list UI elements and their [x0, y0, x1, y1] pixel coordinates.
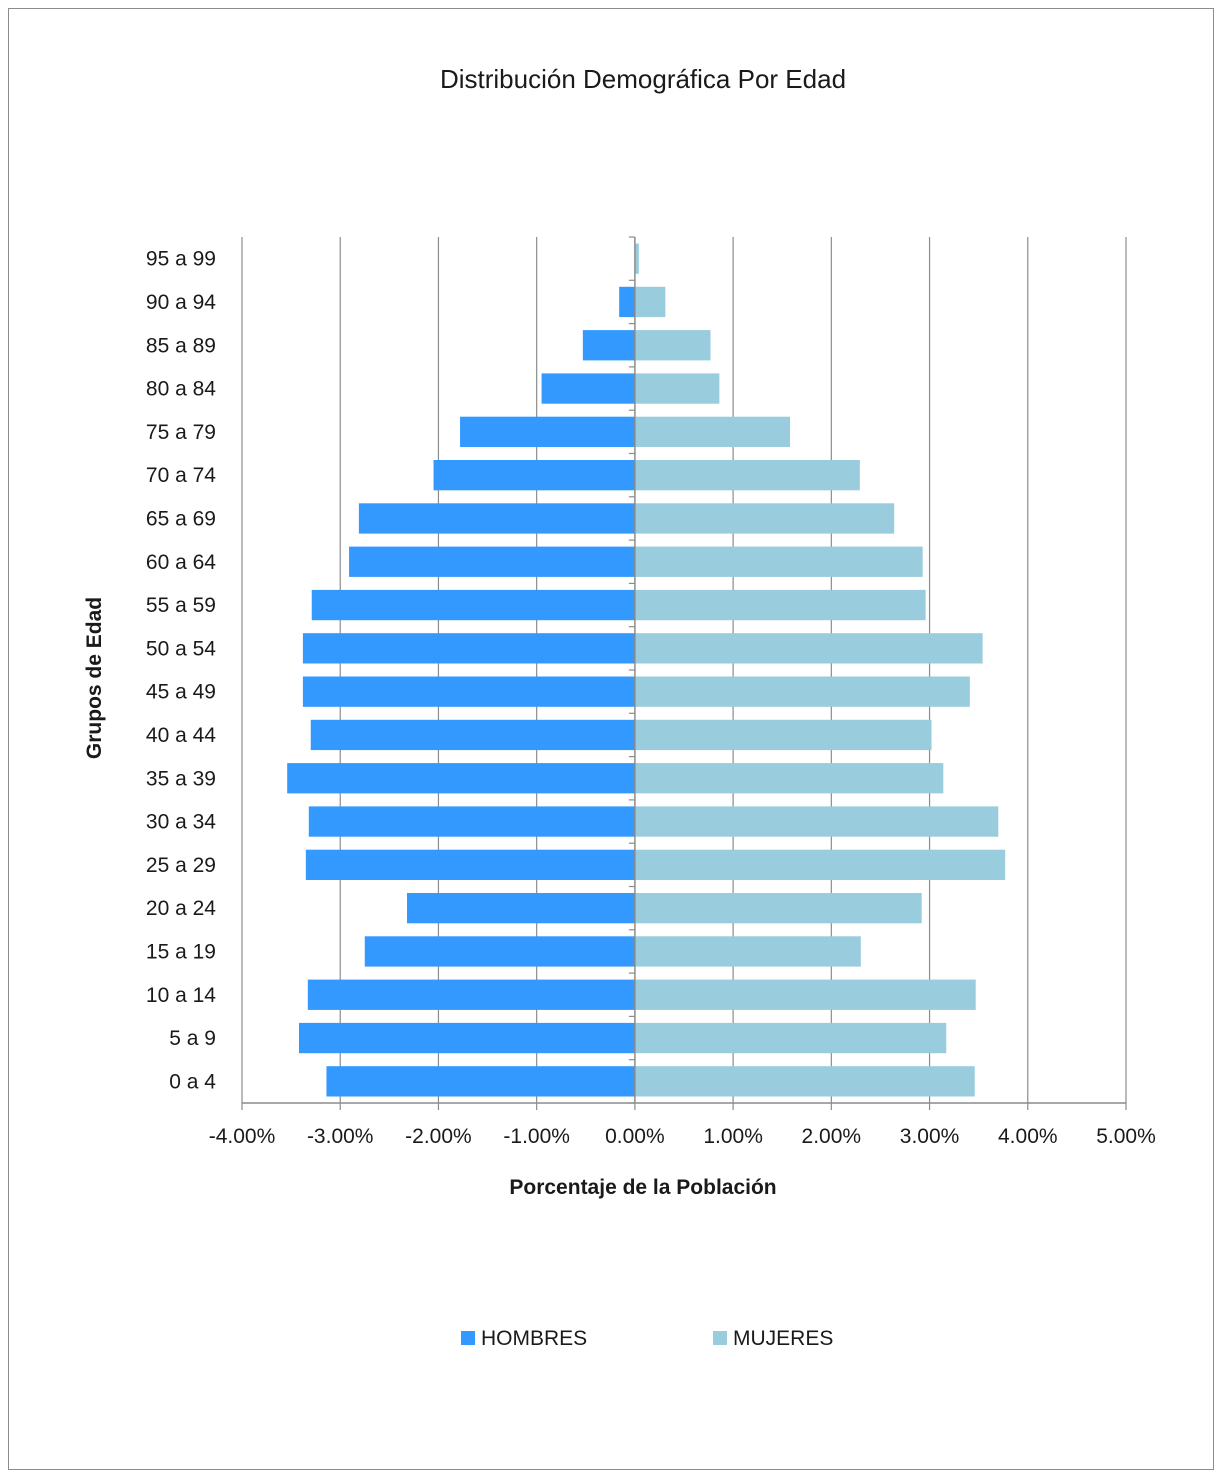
bar-hombres-7 [287, 763, 635, 794]
y-tick-label-17: 85 a 89 [146, 334, 216, 357]
legend: HOMBRES MUJERES [461, 1327, 833, 1350]
bar-hombres-18 [619, 286, 635, 318]
bar-mujeres-14 [634, 459, 860, 491]
x-tick-label-3: -1.00% [503, 1125, 570, 1148]
bar-hombres-6 [308, 806, 635, 837]
x-tick-labels: -4.00% -3.00% -2.00% -1.00% 0.00% 1.00% 2.00% 3… [209, 1125, 1156, 1148]
bar-hombres-11 [311, 589, 635, 621]
bar-hombres-17 [582, 330, 635, 361]
bar-hombres-0 [326, 1066, 635, 1097]
bar-mujeres-1 [634, 1022, 947, 1054]
bar-mujeres-19 [634, 243, 639, 274]
chart-title: Distribución Demográfica Por Edad [440, 64, 846, 94]
y-tick-label-4: 20 a 24 [146, 897, 216, 920]
bar-hombres-15 [460, 416, 635, 448]
legend-label-mujeres: MUJERES [733, 1327, 833, 1350]
y-tick-label-1: 5 a 9 [169, 1027, 216, 1050]
legend-item-hombres: HOMBRES [461, 1327, 587, 1350]
x-tick-label-7: 3.00% [900, 1125, 960, 1148]
bar-mujeres-13 [634, 503, 895, 534]
bar-hombres-16 [541, 373, 635, 404]
gridlines [241, 237, 1127, 1103]
x-axis-title: Porcentaje de la Población [509, 1176, 776, 1199]
x-tick-label-9: 5.00% [1096, 1125, 1156, 1148]
x-tick-label-6: 2.00% [802, 1125, 862, 1148]
chart-frame: Distribución Demográfica Por Edad 0 a 4 5… [8, 8, 1214, 1470]
bar-mujeres-11 [634, 589, 926, 621]
bar-hombres-2 [307, 979, 635, 1010]
y-tick-label-12: 60 a 64 [146, 551, 216, 574]
bar-mujeres-6 [634, 806, 999, 837]
bar-mujeres-17 [634, 330, 711, 361]
bar-mujeres-18 [634, 286, 666, 318]
y-tick-labels: 0 a 4 5 a 9 10 a 14 15 a 19 20 a 24 25 a 29 30… [146, 248, 216, 1094]
bar-mujeres-8 [634, 719, 932, 751]
bar-mujeres-15 [634, 416, 791, 448]
axes [241, 236, 1127, 1110]
bar-mujeres-0 [634, 1066, 975, 1097]
bar-hombres-10 [302, 633, 635, 664]
bar-hombres-4 [407, 892, 635, 924]
bar-hombres-12 [349, 546, 635, 577]
bar-hombres-13 [358, 503, 635, 534]
y-tick-label-5: 25 a 29 [146, 854, 216, 877]
legend-label-hombres: HOMBRES [481, 1327, 587, 1350]
y-axis-title: Grupos de Edad [83, 597, 106, 759]
y-tick-label-13: 65 a 69 [146, 507, 216, 530]
y-tick-label-14: 70 a 74 [146, 464, 216, 487]
y-tick-label-7: 35 a 39 [146, 767, 216, 790]
bar-mujeres-10 [634, 633, 983, 664]
y-tick-label-10: 50 a 54 [146, 637, 216, 660]
y-tick-label-15: 75 a 79 [146, 421, 216, 444]
bar-hombres-3 [364, 936, 635, 967]
x-tick-label-1: -3.00% [307, 1125, 374, 1148]
y-tick-label-9: 45 a 49 [146, 681, 216, 704]
legend-item-mujeres: MUJERES [713, 1327, 833, 1350]
x-tick-label-0: -4.00% [209, 1125, 276, 1148]
bar-mujeres-12 [634, 546, 923, 577]
bar-mujeres-2 [634, 979, 976, 1010]
y-tick-label-19: 95 a 99 [146, 248, 216, 271]
y-tick-label-6: 30 a 34 [146, 811, 216, 834]
bar-mujeres-4 [634, 892, 922, 924]
y-tick-label-18: 90 a 94 [146, 291, 216, 314]
bar-mujeres-9 [634, 676, 970, 707]
y-tick-label-16: 80 a 84 [146, 378, 216, 401]
legend-swatch-mujeres [713, 1331, 727, 1345]
bar-mujeres-5 [634, 849, 1006, 881]
bar-hombres-5 [305, 849, 635, 881]
y-tick-label-2: 10 a 14 [146, 984, 216, 1007]
bars [287, 243, 1006, 1097]
y-tick-label-8: 40 a 44 [146, 724, 216, 747]
bar-hombres-8 [310, 719, 635, 751]
chart-svg: Distribución Demográfica Por Edad 0 a 4 5… [83, 64, 1156, 1350]
legend-swatch-hombres [461, 1331, 475, 1345]
bar-hombres-14 [433, 459, 635, 491]
bar-hombres-1 [298, 1022, 635, 1054]
bar-hombres-9 [302, 676, 635, 707]
x-tick-label-8: 4.00% [998, 1125, 1058, 1148]
bar-mujeres-3 [634, 936, 861, 967]
y-tick-label-0: 0 a 4 [169, 1070, 216, 1093]
x-tick-label-4: 0.00% [605, 1125, 665, 1148]
y-tick-label-11: 55 a 59 [146, 594, 216, 617]
bar-mujeres-7 [634, 763, 944, 794]
bar-mujeres-16 [634, 373, 720, 404]
y-tick-label-3: 15 a 19 [146, 940, 216, 963]
x-tick-label-5: 1.00% [703, 1125, 763, 1148]
x-tick-label-2: -2.00% [405, 1125, 472, 1148]
